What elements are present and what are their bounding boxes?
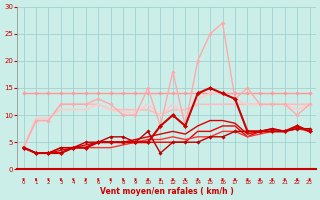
X-axis label: Vent moyen/en rafales ( km/h ): Vent moyen/en rafales ( km/h ): [100, 187, 234, 196]
